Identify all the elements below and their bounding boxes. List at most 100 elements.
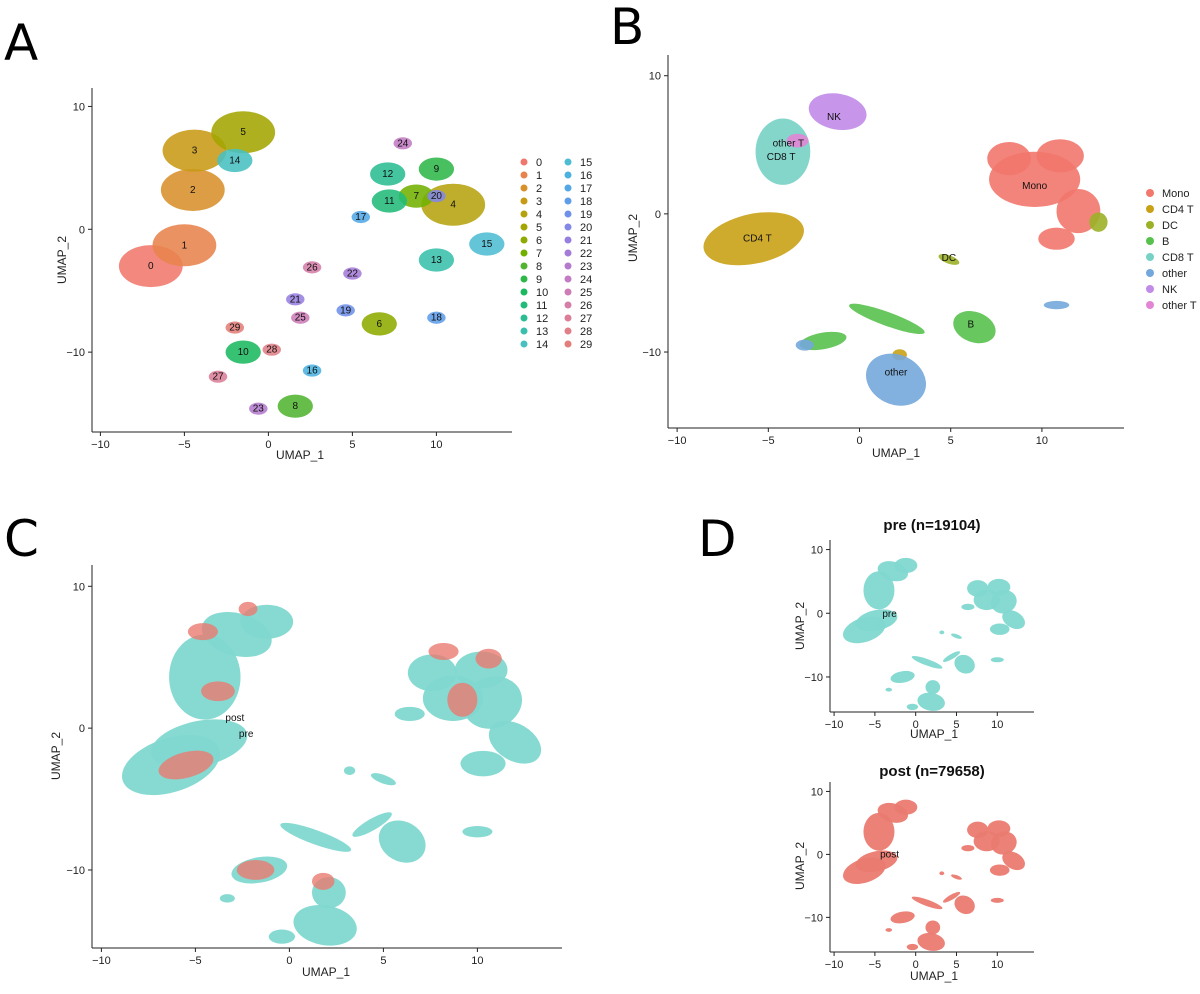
legend-cluster-13-swatch	[520, 327, 528, 335]
panel-d-post-y-axis-label: UMAP_2	[793, 842, 807, 890]
panel-b-y-tick-label: −10	[642, 347, 661, 359]
cluster-26-label: 26	[307, 262, 319, 273]
panel-b-x-tick-label: −10	[668, 435, 687, 447]
panel-letter-d: D	[698, 510, 737, 568]
post-facet-points-12	[890, 911, 915, 924]
panel-b-y-axis-label: UMAP_2	[626, 214, 640, 262]
cluster-5-label: 5	[240, 127, 246, 138]
legend-cluster-22-swatch	[564, 249, 572, 257]
legend-cluster-28-label: 28	[580, 326, 592, 338]
celltype-b-points-1	[849, 303, 925, 335]
legend-nk-label: NK	[1162, 284, 1178, 296]
pre-facet-points-8	[973, 589, 1000, 611]
cluster-2-label: 2	[190, 185, 196, 196]
legend-cd8-t-label: CD8 T	[1162, 252, 1194, 264]
panel-c-x-tick-label: 5	[380, 955, 386, 967]
panel-d-pre-x-tick-label: 5	[953, 719, 959, 731]
pre-points-10	[460, 750, 506, 777]
cluster-6-points	[361, 312, 397, 336]
legend-dc-swatch	[1146, 221, 1154, 229]
panel-d-pre-title: pre (n=19104)	[883, 517, 980, 534]
panel-a-x-tick-label: −10	[91, 439, 110, 451]
cluster-29-label: 29	[229, 323, 241, 334]
post-points-0	[158, 750, 214, 780]
cluster-1-points	[152, 224, 217, 267]
panel-d-pre-group-label: pre	[882, 609, 897, 620]
cluster-23-label: 23	[253, 404, 265, 415]
celltype-cd8-t-label: CD8 T	[767, 152, 796, 163]
panel-d-post-y-tick-label: 0	[817, 849, 823, 861]
panel-b-celltype-umap: Mono CD4 T DC B CD8 T other NK other T −10 −5 0 5 1…	[626, 55, 1197, 460]
post-points-8	[201, 681, 235, 702]
cluster-11-points	[371, 189, 407, 213]
legend-cd4-t-swatch	[1146, 205, 1154, 213]
celltype-other-t-points-0	[786, 133, 809, 148]
cluster-9-points	[418, 157, 455, 181]
legend-cluster-22-label: 22	[580, 248, 592, 260]
panel-letter-a: A	[4, 14, 38, 72]
post-points-2	[238, 601, 258, 617]
legend-cluster-18-swatch	[564, 197, 572, 205]
pre-facet-points-9	[1002, 610, 1025, 630]
celltype-other-points-2	[795, 339, 814, 351]
panel-b-celltype-labels: Mono CD4 T DC B CD8 T other NK other T	[743, 112, 1048, 379]
pre-points-21	[370, 773, 396, 786]
pre-facet-points-16	[925, 680, 941, 695]
celltype-b-points-0	[953, 311, 996, 344]
cluster-25-label: 25	[295, 313, 307, 324]
post-facet-points-8	[973, 831, 1000, 852]
panel-b-x-axis-label: UMAP_1	[872, 446, 920, 460]
celltype-dc-points-0	[1089, 212, 1108, 232]
panel-d-pre-y-tick-label: −10	[804, 672, 823, 684]
legend-mono-swatch	[1146, 189, 1154, 197]
legend-cluster-25-swatch	[564, 288, 572, 296]
legend-cluster-9-swatch	[520, 275, 528, 283]
legend-cluster-12-label: 12	[536, 313, 548, 325]
panel-d-post-x-tick-label: 10	[991, 959, 1003, 971]
post-facet-points-2	[863, 812, 895, 851]
celltype-other-label: other	[885, 368, 908, 379]
panel-c-x-tick-label: 10	[471, 955, 483, 967]
pre-facet-points-13	[911, 655, 943, 669]
panel-a-x-tick-label: 0	[265, 439, 271, 451]
panel-b-legend: Mono CD4 T DC B CD8 T other NK other T	[1146, 188, 1197, 312]
legend-cluster-21-label: 21	[580, 235, 592, 247]
legend-cluster-12-swatch	[520, 314, 528, 322]
cluster-18-label: 18	[431, 313, 443, 324]
panel-d-post-x-ticks: −10 −5 0 5 10	[825, 952, 1003, 971]
celltype-other-points-0	[865, 353, 927, 406]
cluster-9-label: 9	[434, 164, 440, 175]
pre-facet-points-4	[894, 557, 918, 574]
legend-cluster-16-label: 16	[580, 170, 592, 182]
pre-facet-points-2	[863, 571, 895, 610]
celltype-other-t-label: other T	[773, 138, 805, 149]
post-facet-points-17	[917, 932, 945, 951]
cluster-6-label: 6	[376, 319, 382, 330]
post-points-5	[447, 682, 478, 717]
panel-d-pre-point-cloud	[842, 557, 1025, 711]
panel-d-post-x-tick-label: −5	[869, 959, 882, 971]
post-facet-points-9	[1002, 851, 1025, 871]
celltype-nk-label: NK	[827, 112, 841, 123]
cluster-13-points	[418, 248, 455, 272]
panel-a-y-axis-label: UMAP_2	[55, 236, 69, 284]
pre-facet-points-10	[989, 623, 1010, 635]
legend-cluster-8-label: 8	[536, 261, 542, 273]
panel-d-post-x-tick-label: 5	[953, 959, 959, 971]
legend-dc-label: DC	[1162, 220, 1178, 232]
panel-b-y-ticks: 10 0 −10	[642, 71, 668, 359]
legend-cluster-15-swatch	[564, 158, 572, 166]
cluster-21-label: 21	[290, 294, 302, 305]
cluster-13-label: 13	[431, 255, 443, 266]
pre-facet-points-15	[943, 651, 961, 662]
legend-cluster-5-label: 5	[536, 222, 542, 234]
post-facet-points-14	[954, 895, 975, 915]
panel-a-y-tick-label: 10	[73, 101, 85, 113]
post-points-1	[187, 623, 218, 641]
post-facet-points-15	[943, 891, 961, 903]
pre-points-13	[280, 822, 352, 852]
post-facet-points-18	[906, 943, 919, 951]
legend-cluster-21-swatch	[564, 236, 572, 244]
pre-facet-points-22	[885, 687, 893, 692]
legend-cd4-t-label: CD4 T	[1162, 204, 1194, 216]
